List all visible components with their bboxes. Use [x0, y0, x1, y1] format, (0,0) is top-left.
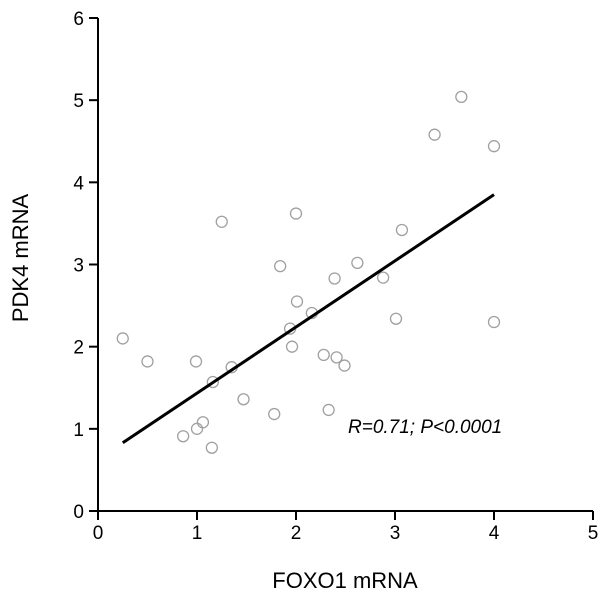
- y-axis-title: PDK4 mRNA: [8, 193, 33, 322]
- data-point: [290, 295, 304, 308]
- data-point: [330, 351, 343, 364]
- data-point: [428, 128, 441, 141]
- x-tick-label: 2: [291, 523, 302, 544]
- data-point: [237, 393, 250, 406]
- data-point: [116, 332, 129, 345]
- data-point: [274, 259, 287, 273]
- data-point: [322, 403, 335, 417]
- y-tick-label: 2: [73, 338, 84, 359]
- data-point: [190, 422, 204, 435]
- data-point: [351, 256, 364, 270]
- data-point: [376, 271, 390, 284]
- y-tick-label: 1: [73, 420, 84, 441]
- data-point: [189, 355, 203, 368]
- data-point: [395, 223, 409, 237]
- data-point: [268, 407, 281, 421]
- ticks: 0 1 2 3 4 5 0 1 2 3 4 5 6: [73, 9, 598, 544]
- data-point: [328, 272, 341, 285]
- x-tick-label: 0: [93, 523, 104, 544]
- data-point: [196, 416, 210, 429]
- axes: [97, 18, 593, 512]
- x-tick-label: 4: [489, 523, 500, 544]
- data-point: [289, 207, 303, 220]
- x-tick-label: 1: [192, 523, 203, 544]
- y-tick-label: 5: [73, 91, 84, 112]
- y-tick-label: 0: [73, 502, 84, 523]
- regression: [121, 193, 495, 445]
- data-point: [206, 375, 219, 389]
- data-points: [116, 90, 501, 454]
- regression-line: [121, 193, 495, 445]
- data-point: [455, 90, 468, 104]
- data-point: [176, 430, 190, 443]
- y-tick-label: 6: [73, 9, 84, 30]
- data-point: [141, 355, 154, 368]
- x-tick-label: 3: [390, 523, 401, 544]
- y-tick-label: 3: [73, 256, 84, 277]
- y-tick-label: 4: [73, 173, 84, 194]
- correlation-annotation: R=0.71; P<0.0001: [348, 417, 502, 438]
- data-point: [338, 359, 351, 372]
- x-axis-title: FOXO1 mRNA: [272, 568, 418, 593]
- data-point: [317, 348, 330, 362]
- x-tick-label: 5: [588, 523, 599, 544]
- data-point: [285, 340, 299, 353]
- data-point: [389, 312, 403, 325]
- data-point: [215, 215, 228, 228]
- data-point: [487, 315, 501, 329]
- data-point: [205, 441, 219, 454]
- data-point: [487, 140, 501, 153]
